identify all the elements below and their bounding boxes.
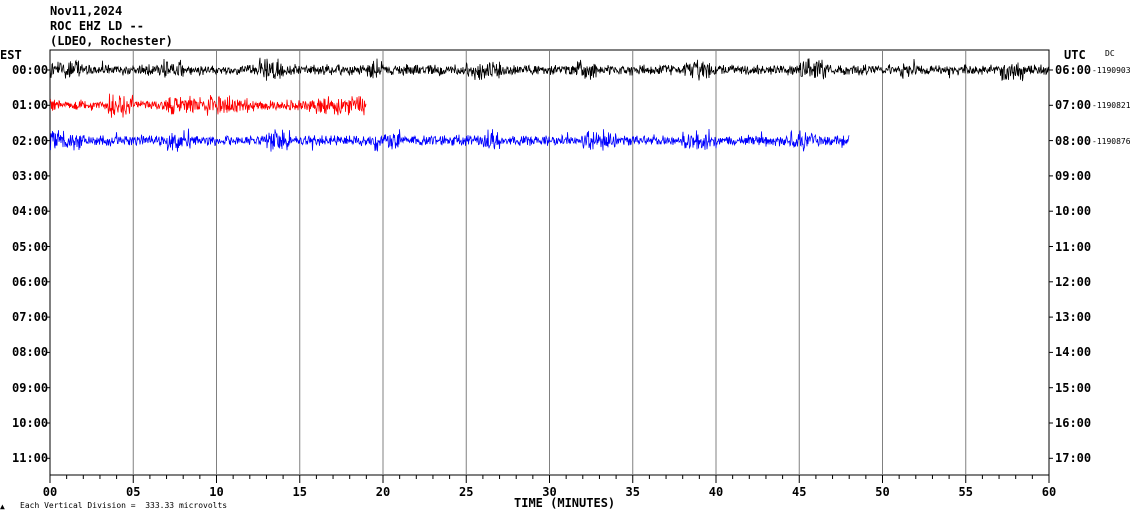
station-label: ROC EHZ LD -- xyxy=(50,19,144,33)
utc-row-label: 15:00 xyxy=(1055,380,1092,395)
x-tick-label: 20 xyxy=(376,485,390,499)
est-row-label: 01:00 xyxy=(12,98,49,113)
utc-row-label: 14:00 xyxy=(1055,345,1092,360)
x-tick-label: 00 xyxy=(43,485,57,499)
dc-label: DC xyxy=(1105,49,1115,58)
est-row-label: 07:00 xyxy=(12,310,49,325)
date-label: Nov11,2024 xyxy=(50,4,123,18)
seismic-trace xyxy=(49,57,1050,82)
est-row-label: 11:00 xyxy=(12,451,49,466)
utc-axis-title: UTC xyxy=(1064,48,1086,62)
x-tick-label: 50 xyxy=(875,485,889,499)
utc-row-label: 08:00 xyxy=(1055,133,1092,148)
utc-row-label: 17:00 xyxy=(1055,451,1092,466)
network-label: (LDEO, Rochester) xyxy=(50,34,173,48)
x-tick-label: 60 xyxy=(1042,485,1056,499)
utc-row-label: 07:00 xyxy=(1055,98,1092,113)
est-row-label: 04:00 xyxy=(12,204,49,219)
x-tick-label: 55 xyxy=(959,485,973,499)
footer-icon: ▲ xyxy=(0,502,5,511)
seismic-trace xyxy=(49,93,367,118)
x-tick-label: 45 xyxy=(792,485,806,499)
est-axis-title: EST xyxy=(0,48,22,62)
x-tick-label: 05 xyxy=(126,485,140,499)
utc-row-label: 10:00 xyxy=(1055,204,1092,219)
utc-row-label: 12:00 xyxy=(1055,274,1092,289)
est-row-label: 08:00 xyxy=(12,345,49,360)
utc-row-label: 06:00 xyxy=(1055,63,1092,77)
dc-offset-label: -1190876 xyxy=(1092,136,1130,146)
x-axis-title: TIME (MINUTES) xyxy=(514,496,616,510)
utc-row-label: 16:00 xyxy=(1055,416,1092,430)
utc-row-label: 11:00 xyxy=(1055,239,1092,254)
est-row-label: 03:00 xyxy=(12,168,49,183)
utc-row-label: 13:00 xyxy=(1055,310,1092,325)
est-row-label: 06:00 xyxy=(12,274,49,289)
utc-row-label: 09:00 xyxy=(1055,168,1092,183)
x-tick-label: 40 xyxy=(709,485,723,499)
x-tick-label: 15 xyxy=(293,485,307,499)
x-tick-label: 10 xyxy=(209,485,223,499)
est-row-label: 02:00 xyxy=(12,133,49,148)
est-row-label: 09:00 xyxy=(12,380,49,395)
est-row-label: 05:00 xyxy=(12,239,49,254)
est-row-label: 10:00 xyxy=(12,416,49,430)
x-tick-label: 25 xyxy=(459,485,473,499)
x-tick-label: 30 xyxy=(542,485,556,499)
vertical-division-note: Each Vertical Division = 333.33 microvol… xyxy=(20,501,228,510)
dc-offset-label: -1190821 xyxy=(1092,101,1130,111)
seismic-trace xyxy=(49,128,850,152)
dc-offset-label: -1190903 xyxy=(1092,66,1130,75)
est-row-label: 00:00 xyxy=(12,63,49,77)
x-tick-label: 35 xyxy=(626,485,640,499)
